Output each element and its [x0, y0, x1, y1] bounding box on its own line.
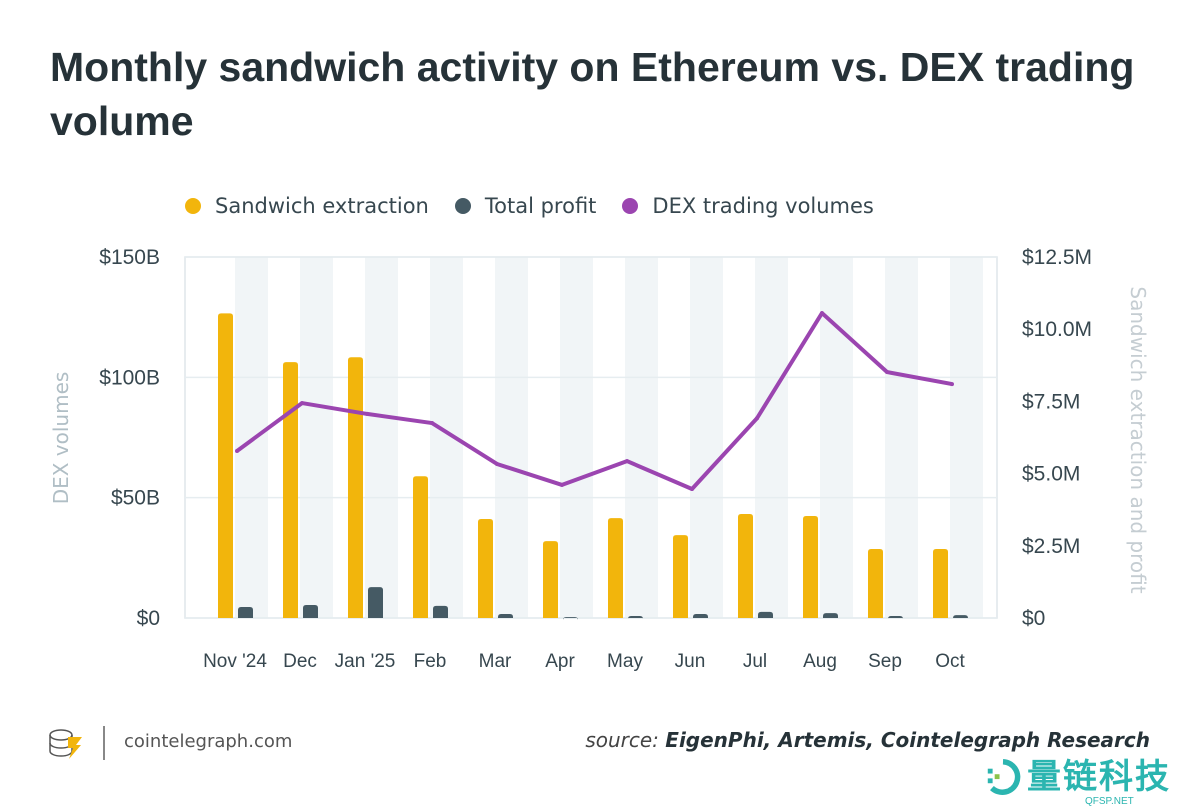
right-tick-label: $7.5M	[1022, 390, 1080, 413]
right-tick-label: $5.0M	[1022, 463, 1080, 486]
column-stripe	[300, 257, 333, 618]
x-tick-label: Jun	[675, 651, 706, 672]
x-tick-label: Mar	[479, 651, 512, 672]
point-dex-volume	[950, 382, 954, 387]
bar-total-profit	[628, 615, 643, 619]
point-dex-volume	[495, 461, 499, 466]
right-tick-label: $12.5M	[1022, 246, 1092, 269]
watermark-logo-icon	[987, 759, 1021, 795]
bar-total-profit	[238, 607, 253, 618]
bar-sandwich-extraction	[218, 313, 233, 618]
point-dex-volume	[625, 459, 629, 464]
legend-profit: Total profit	[454, 194, 597, 218]
left-axis-label: DEX volumes	[49, 372, 73, 505]
plot-area: $0 $50B $100B $150B $0 $2.5M $5.0M $7.5M $10.0M $…	[49, 246, 1150, 672]
legend: Sandwich extraction Total profit DEX tra…	[185, 194, 874, 218]
column-stripe	[690, 257, 723, 618]
bar-sandwich-extraction	[413, 476, 428, 618]
right-tick-label: $10.0M	[1022, 318, 1092, 341]
legend-dot-sandwich	[185, 198, 201, 214]
x-tick-label: Nov '24	[203, 651, 267, 672]
bar-sandwich-extraction	[673, 535, 688, 618]
bar-total-profit	[758, 611, 773, 618]
point-dex-volume	[300, 401, 304, 406]
watermark-sub: QFSP.NET	[1085, 796, 1134, 807]
column-stripe	[885, 257, 918, 618]
column-stripe	[560, 257, 593, 618]
bar-total-profit	[498, 613, 513, 618]
column-stripe	[625, 257, 658, 618]
column-stripe	[235, 257, 268, 618]
bar-sandwich-extraction	[543, 541, 558, 618]
footer-site: cointelegraph.com	[124, 731, 293, 752]
point-dex-volume	[885, 370, 889, 375]
bar-total-profit	[823, 613, 838, 618]
right-axis-label: Sandwich extraction and profit	[1126, 286, 1150, 593]
point-dex-volume	[560, 482, 564, 487]
legend-label: Sandwich extraction	[215, 194, 429, 218]
bar-sandwich-extraction	[803, 516, 818, 618]
bar-sandwich-extraction	[868, 548, 883, 618]
bar-total-profit	[693, 613, 708, 618]
legend-dot-dex	[622, 198, 639, 214]
column-stripe	[755, 257, 788, 618]
left-tick-label: $0	[137, 607, 160, 630]
x-tick-label: Aug	[803, 651, 837, 672]
point-dex-volume	[235, 448, 239, 453]
source-note: source: EigenPhi, Artemis, Cointelegraph…	[585, 728, 1150, 752]
left-tick-label: $50B	[111, 487, 160, 510]
x-tick-label: Feb	[414, 651, 447, 672]
chart-title: Monthly sandwich activity on Ethereum vs…	[50, 44, 1135, 144]
bar-total-profit	[368, 587, 383, 618]
legend-label: Total profit	[484, 194, 597, 218]
left-tick-label: $150B	[99, 246, 160, 269]
bar-total-profit	[953, 615, 968, 619]
x-tick-label: Dec	[283, 651, 317, 672]
legend-dot-profit	[454, 198, 471, 214]
bar-total-profit	[888, 615, 903, 619]
point-dex-volume	[690, 487, 694, 492]
bar-sandwich-extraction	[348, 357, 363, 618]
x-tick-label: May	[607, 651, 643, 672]
x-tick-label: Jan '25	[335, 651, 396, 672]
left-tick-label: $100B	[99, 366, 160, 389]
bar-sandwich-extraction	[738, 514, 753, 618]
bar-total-profit	[563, 617, 578, 621]
point-dex-volume	[820, 311, 824, 316]
x-tick-label: Sep	[868, 651, 902, 672]
bar-sandwich-extraction	[478, 518, 493, 618]
column-stripe	[950, 257, 983, 618]
x-tick-label: Apr	[545, 651, 575, 672]
bar-total-profit	[303, 605, 318, 618]
bar-sandwich-extraction	[608, 518, 623, 618]
bar-sandwich-extraction	[283, 362, 298, 618]
column-stripe	[820, 257, 853, 618]
bar-total-profit	[433, 605, 448, 618]
bar-sandwich-extraction	[933, 548, 948, 618]
right-tick-label: $2.5M	[1022, 535, 1080, 558]
source-text: EigenPhi, Artemis, Cointelegraph Researc…	[665, 728, 1150, 752]
x-tick-label: Oct	[935, 651, 965, 672]
point-dex-volume	[365, 411, 369, 416]
cointelegraph-logo	[48, 727, 88, 761]
x-tick-label: Jul	[743, 651, 767, 672]
column-stripe	[495, 257, 528, 618]
watermark-text: 量链科技	[1027, 757, 1171, 797]
footer-divider	[103, 726, 105, 760]
line-dex-volumes	[235, 311, 953, 492]
point-dex-volume	[755, 416, 759, 421]
column-stripe	[365, 257, 398, 618]
source-prefix: source:	[585, 728, 659, 752]
legend-label: DEX trading volumes	[652, 194, 874, 218]
watermark: 量链科技	[985, 759, 1171, 795]
right-tick-label: $0	[1022, 607, 1045, 630]
point-dex-volume	[430, 421, 434, 426]
legend-dex: DEX trading volumes	[622, 194, 874, 218]
legend-sandwich: Sandwich extraction	[185, 194, 429, 218]
